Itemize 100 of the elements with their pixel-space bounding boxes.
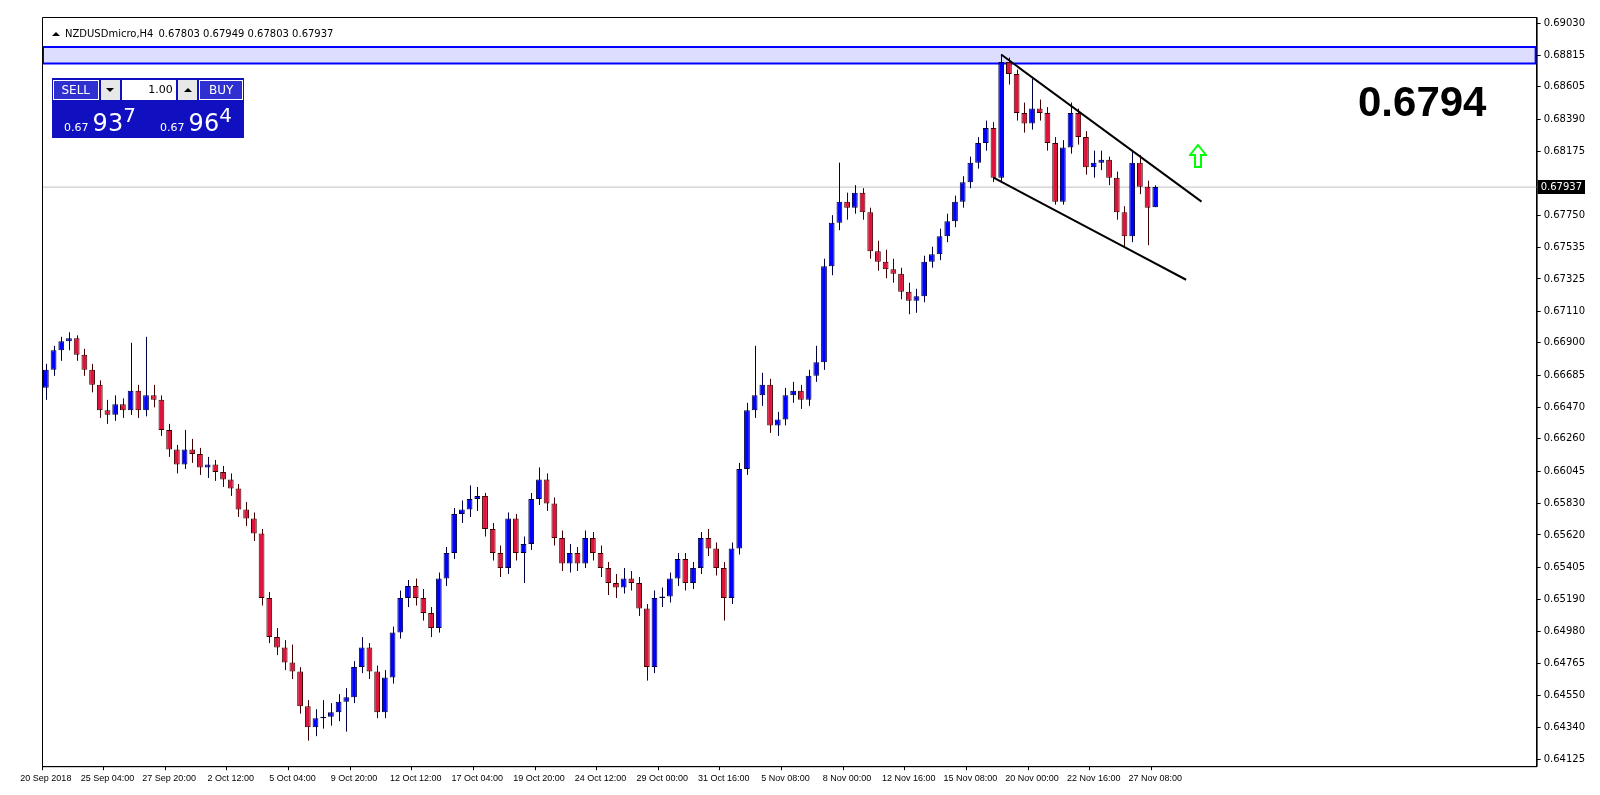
y-tick-label: 0.65190	[1543, 593, 1586, 605]
y-tick-label: 0.65405	[1543, 560, 1586, 572]
candlestick	[1136, 154, 1143, 195]
candlestick	[58, 336, 65, 362]
candlestick	[620, 567, 627, 595]
candlestick	[1106, 156, 1112, 186]
y-tick-label: 0.64765	[1543, 656, 1586, 668]
x-tick-label: 9 Oct 20:00	[330, 773, 378, 784]
y-tick-label: 0.67325	[1543, 272, 1586, 284]
y-tick-label: 0.66470	[1543, 400, 1586, 412]
y-tick-label: 0.65830	[1543, 497, 1586, 509]
y-tick-label: 0.67110	[1543, 304, 1586, 316]
candlestick	[844, 192, 850, 221]
candlestick	[1021, 102, 1028, 134]
y-tick-label: 0.64980	[1543, 624, 1586, 636]
candlestick	[428, 606, 434, 638]
candlestick	[204, 456, 211, 479]
y-tick-label: 0.67535	[1543, 241, 1586, 253]
candlestick	[543, 472, 550, 512]
y-tick-label: 0.66900	[1543, 336, 1586, 348]
candlestick	[73, 334, 80, 362]
candlestick	[1029, 78, 1035, 131]
candlestick	[905, 282, 912, 315]
y-tick-label: 0.67750	[1543, 208, 1586, 220]
candlestick	[566, 543, 573, 574]
candlestick	[143, 336, 149, 417]
y-tick-label: 0.65620	[1543, 528, 1586, 540]
candlestick	[104, 399, 111, 425]
annotation: BUY	[199, 80, 244, 100]
x-tick-label: 17 Oct 04:00	[451, 773, 504, 784]
candlestick	[135, 384, 142, 419]
annotation: 96$^{4}$	[188, 103, 232, 137]
candlestick	[304, 699, 311, 742]
candlestick	[559, 529, 565, 572]
candlestick	[212, 459, 219, 482]
candlestick	[335, 693, 342, 722]
x-tick-label: 29 Oct 00:00	[636, 773, 688, 784]
candlestick	[690, 561, 696, 590]
y-tick-label: 0.68390	[1543, 112, 1586, 124]
y-tick-label: 0.66260	[1543, 432, 1586, 444]
annotation: SELL	[53, 80, 99, 100]
candlestick	[474, 486, 481, 512]
candlestick	[66, 331, 72, 351]
candlestick	[281, 639, 288, 671]
candlestick	[605, 561, 612, 596]
x-tick-label: 19 Oct 20:00	[513, 773, 565, 784]
candlestick	[189, 438, 196, 464]
annotation: 93$^{7}$	[92, 103, 136, 137]
x-tick-label: 8 Nov 00:00	[822, 773, 872, 784]
candlestick	[713, 541, 720, 577]
y-tick-label: 0.68605	[1543, 80, 1586, 92]
candlestick	[944, 213, 951, 243]
candlestick	[489, 522, 496, 562]
candlestick	[928, 246, 935, 269]
x-tick-label: 5 Nov 08:00	[761, 773, 810, 784]
annotation: 0.67	[160, 121, 185, 134]
candlestick	[42, 363, 49, 401]
candlestick	[959, 175, 966, 209]
x-tick-label: 15 Nov 08:00	[943, 773, 998, 784]
candlestick	[1098, 150, 1105, 171]
candlestick	[982, 120, 989, 152]
y-tick-label: 0.66045	[1543, 464, 1586, 476]
y-tick-label: 0.64340	[1543, 720, 1586, 732]
candlestick	[328, 702, 334, 727]
candlestick	[667, 572, 673, 604]
annotation: 0.6794	[1358, 78, 1487, 126]
candlestick	[420, 588, 427, 622]
x-tick-label: 27 Sep 20:00	[142, 773, 196, 784]
candlestick	[1006, 57, 1012, 86]
candlestick	[81, 348, 88, 377]
candlestick	[774, 411, 781, 437]
candlestick	[412, 578, 419, 607]
candlestick	[759, 372, 766, 407]
x-tick-label: 12 Nov 16:00	[881, 773, 936, 784]
candlestick	[890, 258, 897, 284]
x-tick-label: 12 Oct 12:00	[389, 773, 442, 784]
y-tick-label: 0.64125	[1543, 753, 1586, 765]
annotation: 1.00	[122, 80, 176, 100]
y-tick-label: 0.68815	[1543, 48, 1586, 60]
x-tick-label: 22 Nov 16:00	[1066, 773, 1121, 784]
candlestick	[343, 687, 350, 733]
candlestick	[173, 444, 180, 474]
candlestick	[243, 501, 250, 527]
candlestick	[120, 397, 126, 419]
candlestick	[227, 472, 234, 497]
candlestick	[358, 636, 365, 674]
candlestick	[274, 627, 280, 656]
candlestick	[851, 184, 858, 215]
candlestick	[589, 531, 596, 562]
x-tick-label: 20 Nov 00:00	[1005, 773, 1059, 784]
candlestick	[112, 394, 119, 422]
candlestick	[952, 195, 958, 228]
text: 0.67803 0.67949 0.67803 0.67937	[158, 28, 334, 39]
x-tick-label: 31 Oct 16:00	[698, 773, 750, 784]
x-tick-label: 27 Nov 08:00	[1128, 773, 1183, 784]
candlestick	[967, 156, 974, 189]
candlestick	[536, 466, 542, 506]
y-tick-label: 0.64550	[1543, 689, 1586, 701]
x-tick-label: 24 Oct 12:00	[574, 773, 627, 784]
y-tick-label: 0.66685	[1543, 368, 1586, 380]
